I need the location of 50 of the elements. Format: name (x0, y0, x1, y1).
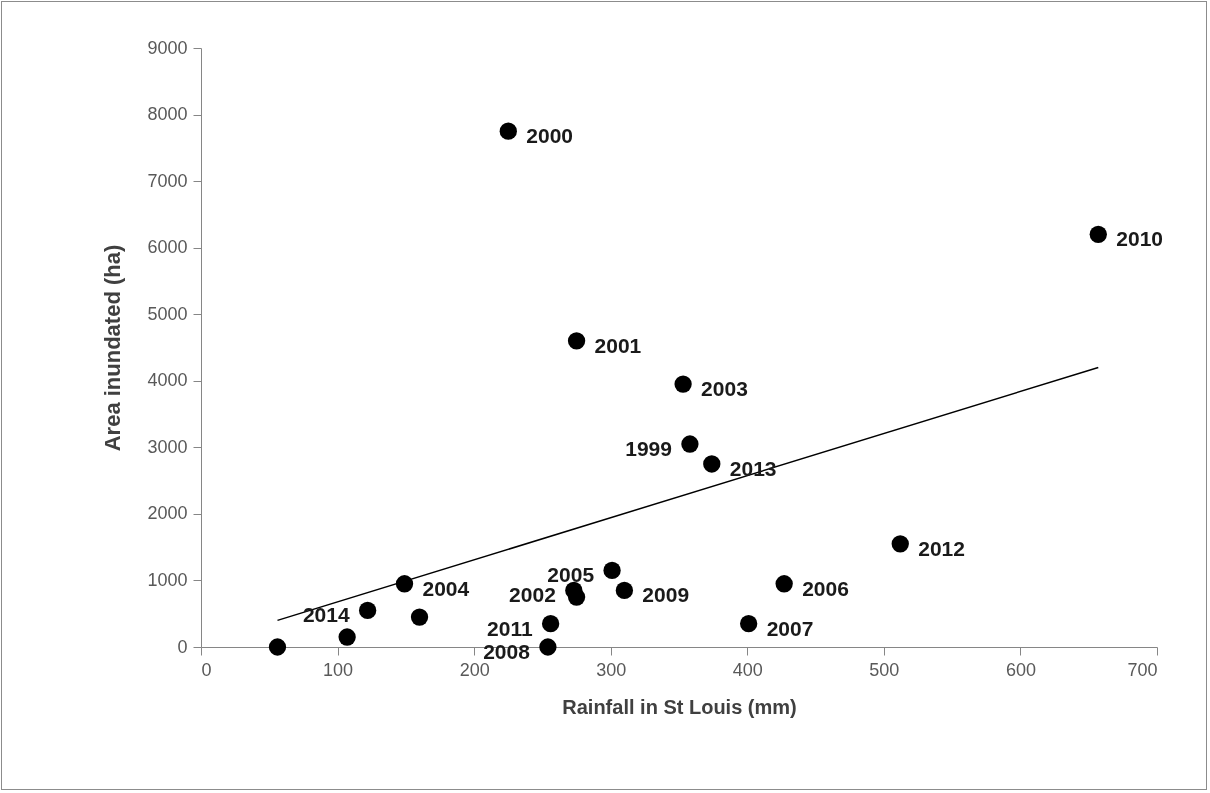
y-tick-label: 8000 (147, 104, 188, 125)
annotation: 2010 (1116, 227, 1163, 251)
y-tick-label: 9000 (147, 37, 188, 58)
annotation: 2006 (802, 576, 849, 600)
point (541, 615, 560, 633)
x-axis-title: Rainfall in St Louis (mm) (562, 695, 797, 718)
y-tick-label: 4000 (147, 370, 188, 391)
point (567, 588, 586, 606)
point (739, 615, 758, 633)
annotation: 2001 (594, 333, 642, 357)
point (567, 332, 586, 350)
x-tick-label: 0 (201, 659, 212, 680)
point (674, 375, 692, 393)
point (681, 435, 699, 453)
annotation: 2007 (766, 616, 814, 640)
y-tick-label: 0 (177, 636, 188, 657)
x-tick-label: 600 (1005, 659, 1036, 680)
annotation: 2013 (729, 456, 777, 480)
annotation: 2012 (918, 536, 965, 560)
annotation: 2009 (642, 583, 690, 607)
point (891, 535, 909, 553)
annotation: 2014 (302, 603, 350, 627)
y-tick-label: 5000 (147, 303, 188, 324)
x-tick-label: 700 (1127, 659, 1158, 680)
point (338, 628, 356, 646)
point (1089, 225, 1107, 243)
point (539, 638, 557, 656)
y-tick-label: 2000 (147, 503, 188, 524)
x-tick-label: 100 (323, 659, 354, 680)
y-axis-title: Area inundated (ha) (100, 244, 126, 452)
y-tick-label: 7000 (147, 170, 188, 191)
x-tick-label: 500 (869, 659, 900, 680)
point (410, 608, 429, 626)
annotation: 2004 (422, 576, 470, 600)
point (603, 561, 621, 580)
y-tick-label: 3000 (147, 436, 188, 457)
annotation: 1999 (625, 437, 672, 461)
x-tick-label: 400 (732, 659, 763, 680)
annotation: 2003 (701, 377, 748, 401)
point (775, 575, 793, 593)
point (615, 581, 634, 600)
y-tick-label: 1000 (147, 569, 188, 590)
point (268, 638, 287, 656)
annotation: 2011 (487, 616, 533, 640)
annotation: 2000 (526, 124, 573, 148)
x-tick-label: 300 (596, 659, 627, 680)
y-tick-label: 6000 (147, 237, 188, 258)
point (358, 601, 377, 620)
point (703, 455, 721, 473)
point (499, 122, 517, 140)
